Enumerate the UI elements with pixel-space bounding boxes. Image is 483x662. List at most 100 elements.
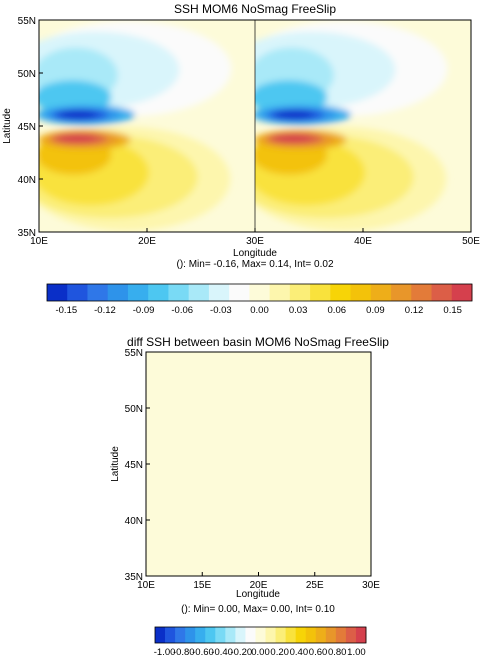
- chart-1-colorbar-swatch: [188, 284, 210, 301]
- chart-1-x-axis-label: Longitude: [233, 248, 277, 259]
- chart-1-colorbar-label: 0.09: [366, 305, 385, 316]
- chart-2-x-axis-label: Longitude: [236, 589, 280, 600]
- chart-1-colorbar-swatch: [229, 284, 250, 301]
- chart-2-colorbar-swatch: [335, 627, 347, 643]
- chart-2-y-ticks: 35N 40N 45N 50N 55N: [125, 348, 150, 583]
- chart-2-colorbar-swatch: [325, 627, 337, 643]
- chart-1-basin-1: [39, 20, 255, 232]
- chart-1-contour-band: [273, 134, 313, 143]
- chart-1-colorbar-label: 0.15: [443, 305, 462, 316]
- chart-2-field: [146, 352, 371, 576]
- chart-1-colorbar-swatch: [249, 284, 271, 301]
- chart-1-x-tick-label: 10E: [30, 236, 48, 247]
- chart-1-colorbar-border: [46, 283, 473, 302]
- chart-2-colorbar-swatch: [175, 627, 186, 643]
- chart-1-title: SSH MOM6 NoSmag FreeSlip: [174, 2, 336, 16]
- chart-2-x-tick-label: 25E: [306, 580, 324, 591]
- chart-1-y-tick-label: 40N: [18, 175, 36, 186]
- chart-1-colorbar-swatch: [269, 284, 291, 301]
- chart-2-colorbar-swatch: [255, 627, 266, 643]
- chart-2-y-axis-label: Latitude: [110, 446, 121, 482]
- chart-1-colorbar-swatch: [330, 284, 351, 301]
- chart-2-colorbar-swatch: [185, 627, 196, 643]
- chart-1-colorbar-swatch: [289, 284, 311, 301]
- chart-2-colorbar: -1.00-0.80-0.60-0.40-0.20 0.00 0.20 0.40 0.6…: [154, 626, 367, 658]
- chart-2-x-tick-label: 20E: [250, 580, 268, 591]
- chart-1-colorbar-swatch: [127, 284, 149, 301]
- chart-1-x-tick-label: 40E: [354, 236, 372, 247]
- chart-1-x-tick-label: 50E: [462, 236, 480, 247]
- chart-1-colorbar-label: -0.03: [210, 305, 232, 316]
- chart-2-colorbar-label: 0.60: [309, 647, 328, 658]
- chart-1-colorbar-label: -0.12: [94, 305, 116, 316]
- chart-2-title: diff SSH between basin MOM6 NoSmag FreeS…: [127, 335, 389, 349]
- chart-1-contour-band: [274, 110, 314, 119]
- chart-2-colorbar-swatch: [355, 627, 367, 643]
- chart-1-y-tick-label: 35N: [18, 228, 36, 239]
- chart-2-colorbar-border: [154, 626, 367, 644]
- chart-2-colorbar-swatch: [285, 627, 297, 643]
- chart-2-colorbar-swatch: [245, 627, 256, 643]
- chart-1-colorbar-label: 0.06: [328, 305, 347, 316]
- chart-1-x-tick-label: 20E: [138, 236, 156, 247]
- chart-2-stats: (): Min= 0.00, Max= 0.00, Int= 0.10: [181, 604, 335, 615]
- chart-2-colorbar-swatch: [205, 627, 216, 643]
- chart-1-colorbar-label: -0.15: [55, 305, 77, 316]
- chart-2-y-tick-label: 45N: [125, 460, 143, 471]
- chart-2-colorbar-swatch: [315, 627, 327, 643]
- chart-2-y-tick-label: 35N: [125, 572, 143, 583]
- chart-1-field: [39, 20, 471, 232]
- chart-1-colorbar-swatch: [148, 284, 169, 301]
- chart-1-colorbar-swatch: [391, 284, 412, 301]
- chart-1-colorbar-swatch: [411, 284, 432, 301]
- chart-2-colorbar-label: 0.00: [251, 647, 270, 658]
- chart-1-colorbar-swatch: [350, 284, 372, 301]
- chart-2-colorbar-swatch: [265, 627, 276, 643]
- chart-1-y-axis-label: Latitude: [2, 108, 13, 144]
- chart-1-colorbar-label: -0.06: [171, 305, 193, 316]
- chart-1-colorbar-label: 0.12: [405, 305, 424, 316]
- chart-1-contours: [255, 21, 448, 231]
- chart-2-colorbar-label: 0.20: [270, 647, 289, 658]
- chart-2-x-tick-label: 15E: [193, 580, 211, 591]
- chart-1-colorbar-label: 0.00: [250, 305, 269, 316]
- chart-1-y-tick-label: 45N: [18, 122, 36, 133]
- chart-1-colorbar-swatch: [431, 284, 453, 301]
- chart-1-colorbar-swatch: [208, 284, 230, 301]
- chart-2-colorbar-swatch: [305, 627, 317, 643]
- chart-1-colorbar-swatch: [370, 284, 392, 301]
- chart-2-x-tick-label: 10E: [137, 580, 155, 591]
- chart-2-colorbar-label: -1.00: [154, 647, 176, 658]
- chart-1-contour-band: [57, 134, 97, 143]
- chart-2-colorbar-label: -0.40: [211, 647, 233, 658]
- chart-2-colorbar-label: -0.80: [173, 647, 195, 658]
- chart-1-colorbar-swatch: [451, 284, 473, 301]
- chart-1-x-tick-label: 30E: [246, 236, 264, 247]
- chart-2-colorbar-swatch: [225, 627, 236, 643]
- chart-2-colorbar-swatch: [345, 627, 357, 643]
- chart-2-x-tick-label: 30E: [362, 580, 380, 591]
- chart-1: SSH MOM6 NoSmag FreeSlip 10E 20E 30E 40E 50E…: [2, 2, 480, 316]
- chart-2-colorbar-swatch: [235, 627, 246, 643]
- chart-2: diff SSH between basin MOM6 NoSmag FreeS…: [110, 335, 389, 658]
- chart-1-colorbar-swatch: [310, 284, 331, 301]
- chart-1-contour-band: [58, 110, 98, 119]
- chart-1-colorbar-label: -0.09: [133, 305, 155, 316]
- chart-2-colorbar-label: 0.40: [290, 647, 309, 658]
- chart-2-colorbar-swatch: [275, 627, 287, 643]
- chart-2-colorbar-label: 1.00: [347, 647, 366, 658]
- chart-1-y-tick-label: 55N: [18, 16, 36, 27]
- chart-1-colorbar-swatch: [47, 284, 68, 301]
- chart-1-colorbar-swatch: [87, 284, 109, 301]
- chart-1-basin-2: [255, 20, 471, 232]
- chart-2-colorbar-swatch: [155, 627, 166, 643]
- chart-1-colorbar: -0.15 -0.12 -0.09 -0.06 -0.03 0.00 0.03 0.06 0.0…: [46, 283, 473, 316]
- chart-2-colorbar-swatch: [215, 627, 226, 643]
- chart-2-colorbar-label: -0.20: [230, 647, 252, 658]
- chart-1-contours: [39, 21, 232, 231]
- chart-1-stats: (): Min= -0.16, Max= 0.14, Int= 0.02: [176, 259, 333, 270]
- chart-1-y-tick-label: 50N: [18, 69, 36, 80]
- chart-1-colorbar-label: 0.03: [289, 305, 308, 316]
- chart-2-x-ticks: 10E 15E 20E 25E 30E: [137, 572, 380, 591]
